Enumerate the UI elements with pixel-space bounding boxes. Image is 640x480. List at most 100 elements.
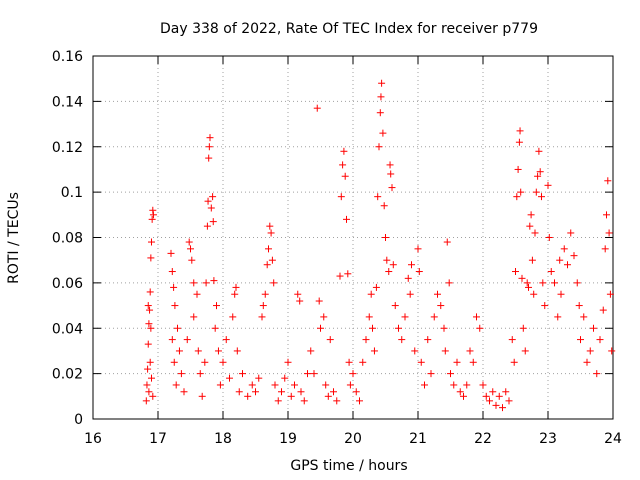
data-point: [379, 129, 387, 137]
data-point: [387, 170, 395, 178]
data-point: [271, 381, 279, 389]
data-point: [339, 161, 347, 169]
data-point: [206, 134, 214, 142]
x-tick-label: 22: [474, 431, 492, 447]
data-point: [270, 279, 278, 287]
data-point: [605, 229, 613, 237]
data-point: [304, 370, 311, 378]
data-point: [513, 193, 521, 201]
data-point: [570, 252, 578, 260]
data-point: [352, 388, 360, 396]
data-point: [300, 397, 308, 405]
data-point: [226, 374, 233, 382]
data-point: [203, 222, 211, 230]
data-point: [274, 397, 282, 405]
data-point: [341, 172, 349, 180]
data-point: [427, 370, 435, 378]
data-point: [443, 238, 451, 246]
data-point: [388, 184, 396, 192]
data-point: [336, 272, 344, 280]
data-point: [210, 277, 218, 285]
data-point: [291, 381, 298, 389]
data-point: [207, 204, 215, 212]
data-point: [356, 397, 363, 405]
data-point: [528, 256, 536, 264]
data-point: [266, 222, 274, 230]
data-point: [447, 370, 454, 378]
data-point: [333, 397, 341, 405]
data-point: [340, 147, 348, 155]
data-point: [510, 358, 518, 366]
data-points: [142, 79, 616, 412]
data-point: [583, 358, 591, 366]
data-point: [209, 218, 217, 226]
data-point: [536, 168, 544, 176]
data-point: [479, 381, 487, 389]
data-point: [539, 279, 547, 287]
data-point: [204, 197, 212, 205]
data-point: [380, 202, 388, 210]
data-point: [369, 324, 376, 332]
y-tick-label: 0.1: [61, 185, 83, 201]
data-point: [557, 290, 565, 298]
data-point: [219, 358, 227, 366]
data-point: [345, 358, 353, 366]
data-point: [577, 336, 584, 344]
data-point: [411, 347, 419, 355]
data-point: [408, 261, 415, 269]
data-point: [205, 154, 213, 162]
data-point: [174, 324, 181, 332]
data-point: [525, 283, 532, 291]
data-point: [213, 302, 220, 310]
data-point: [421, 381, 428, 389]
data-point: [424, 336, 432, 344]
data-point: [374, 193, 382, 201]
data-point: [205, 143, 213, 151]
data-point: [185, 238, 193, 246]
data-point: [167, 249, 175, 257]
data-point: [527, 211, 535, 219]
data-point: [604, 177, 612, 185]
data-point: [258, 313, 266, 321]
data-point: [278, 388, 285, 396]
chart-title: Day 338 of 2022, Rate Of TEC Index for r…: [160, 21, 538, 37]
data-point: [606, 290, 614, 298]
data-point: [492, 401, 500, 409]
data-point: [508, 336, 516, 344]
data-point: [502, 388, 510, 396]
data-point: [294, 290, 302, 298]
data-point: [175, 347, 183, 355]
data-point: [530, 290, 538, 298]
data-point: [378, 79, 386, 87]
data-point: [183, 336, 191, 344]
data-point: [460, 392, 467, 400]
data-point: [401, 313, 409, 321]
data-point: [359, 358, 367, 366]
data-point: [541, 302, 549, 310]
data-point: [145, 320, 153, 328]
data-point: [415, 268, 423, 276]
data-point: [232, 283, 240, 291]
data-point: [349, 370, 357, 378]
data-point: [255, 374, 263, 382]
data-point: [445, 279, 453, 287]
data-point: [268, 256, 276, 264]
data-point: [211, 324, 219, 332]
data-point: [193, 290, 201, 298]
data-point: [608, 347, 616, 355]
data-point: [177, 370, 185, 378]
data-point: [171, 302, 179, 310]
data-point: [534, 172, 542, 180]
axis-ticks: [92, 55, 614, 420]
data-point: [265, 245, 272, 253]
data-point: [343, 215, 350, 223]
data-point: [535, 147, 543, 155]
data-point: [437, 302, 445, 310]
data-point: [235, 388, 243, 396]
data-point: [551, 279, 558, 287]
data-point: [398, 336, 406, 344]
data-point: [531, 229, 539, 237]
y-tick-label: 0.14: [52, 94, 83, 110]
data-point: [346, 381, 354, 389]
